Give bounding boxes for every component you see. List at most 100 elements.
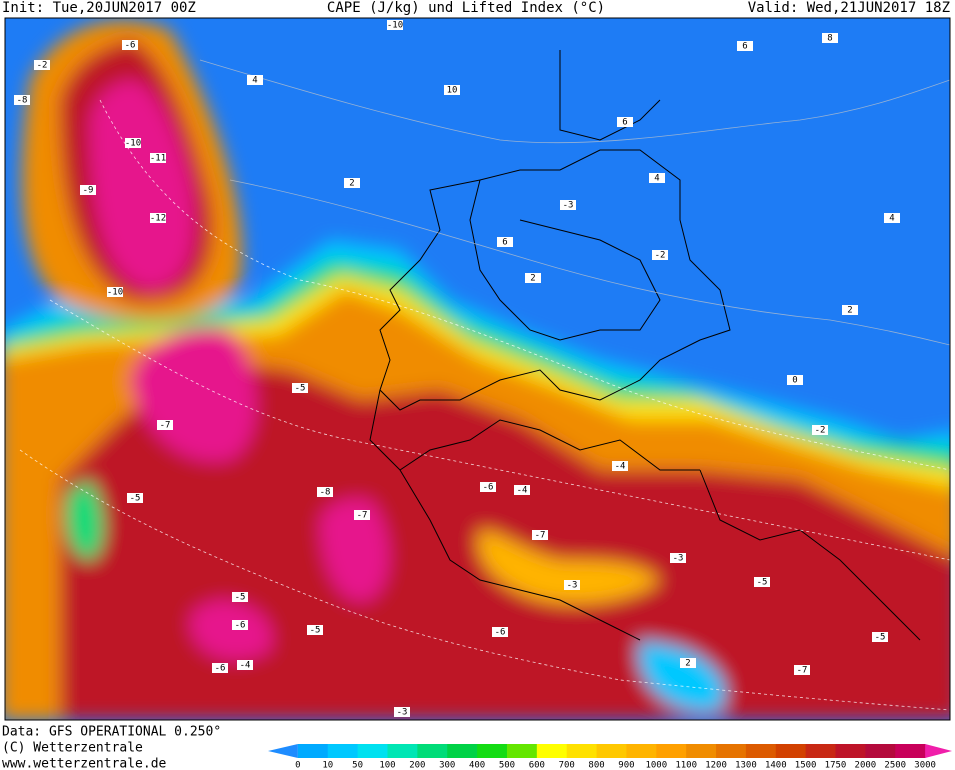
contour-label-text: -7 (160, 421, 171, 431)
contour-label-bg (212, 663, 228, 673)
contour-label-text: 4 (654, 174, 659, 184)
contour-label: -3 (560, 200, 576, 211)
contour-label: -6 (212, 663, 228, 674)
colorbar-swatch (626, 744, 657, 758)
contour-label-text: -7 (357, 511, 368, 521)
contour-label: 2 (525, 273, 541, 284)
contour-label-text: 2 (530, 274, 535, 284)
contour-label-text: 2 (685, 659, 690, 669)
colorbar-label: 1000 (645, 761, 667, 770)
contour-label: -7 (354, 510, 370, 521)
contour-label-bg (670, 553, 686, 563)
website: www.wetterzentrale.de (2, 757, 167, 770)
contour-label-text: -6 (215, 664, 226, 674)
contour-label: 0 (787, 375, 803, 386)
contour-label-bg (652, 250, 668, 260)
colorbar-swatch (327, 744, 359, 758)
contour-label-bg (107, 287, 123, 297)
contour-label-text: -8 (17, 96, 28, 106)
contour-label-text: 10 (447, 86, 458, 96)
colorbar: 0 10 50 100 200 300 400 500 600 700 800 900 1000 1100… (268, 744, 952, 770)
borders (369, 50, 921, 641)
contour-label: -3 (670, 553, 686, 564)
copyright: (C) Wetterzentrale (2, 741, 143, 756)
contour-label: 4 (247, 75, 263, 86)
contour-label-bg (480, 482, 496, 492)
colorbar-swatch (387, 744, 418, 758)
contour-label-bg (317, 487, 333, 497)
colorbar-label: 1100 (675, 761, 697, 770)
colorbar-label: 50 (352, 761, 363, 770)
contour-label-bg (34, 60, 50, 70)
contour-label: -5 (232, 592, 248, 603)
contour-label-bg (842, 305, 858, 315)
contour-label-bg (612, 461, 628, 471)
cape-field (5, 20, 950, 720)
contour-label-text: 4 (889, 214, 894, 224)
contour-label-bg (514, 485, 530, 495)
contour-label-bg (354, 510, 370, 520)
colorbar-label: 300 (439, 761, 455, 770)
contour-label-bg (247, 75, 263, 85)
contour-label-text: -5 (310, 626, 321, 636)
colorbar-swatch (536, 744, 568, 758)
contour-label-text: -9 (83, 186, 94, 196)
colorbar-swatch (566, 744, 598, 758)
contour-label: -4 (612, 461, 628, 472)
contour-label: -4 (237, 660, 253, 671)
colorbar-swatch (835, 744, 866, 758)
contour-label-bg (122, 40, 138, 50)
contours-positive (199, 59, 950, 346)
contour-label: 4 (649, 173, 665, 184)
contour-label-text: 6 (622, 118, 627, 128)
contour-label-bg (292, 383, 308, 393)
contour-labels: -10 -6 4 2 10 6 -2 -8 -10 -11 -12 -9 -10 -5 -7 -8 -5 -6 -4… (14, 20, 900, 718)
contour-label-bg (344, 178, 360, 188)
contour-label-bg (125, 138, 141, 148)
colorbar-swatch (686, 744, 717, 758)
contour-label-text: -3 (567, 581, 578, 591)
contour-label-bg (387, 20, 403, 30)
contour-label-text: -10 (107, 288, 123, 298)
contour-label-bg (532, 530, 548, 540)
contour-label: -5 (872, 632, 888, 643)
init-time: Init: Tue,20JUN2017 00Z (2, 0, 196, 16)
contour-label: -7 (532, 530, 548, 541)
contour-label-text: 4 (252, 76, 257, 86)
contour-label: -11 (150, 153, 166, 164)
colorbar-label: 900 (618, 761, 634, 770)
contour-label-text: -10 (125, 139, 141, 149)
contour-label-text: -5 (875, 633, 886, 643)
contour-label-text: -2 (37, 61, 48, 71)
colorbar-label: 1400 (765, 761, 787, 770)
colorbar-swatch (656, 744, 687, 758)
contour-label-bg (307, 625, 323, 635)
contour-label-text: -7 (535, 531, 546, 541)
colorbar-arrow (268, 744, 298, 758)
contour-label: -5 (292, 383, 308, 394)
contour-label-bg (492, 627, 508, 637)
contour-label-text: -6 (495, 628, 506, 638)
contour-label-bg (150, 153, 166, 163)
contour-label-text: 2 (847, 306, 852, 316)
colorbar-swatch (596, 744, 627, 758)
valid-time: Valid: Wed,21JUN2017 18Z (748, 0, 950, 16)
contour-label-bg (525, 273, 541, 283)
contour-label-bg (80, 185, 96, 195)
contour-label: -2 (34, 60, 50, 71)
contour-label-bg (394, 707, 410, 717)
contour-label: -7 (157, 420, 173, 431)
contour-label-bg (617, 117, 633, 127)
contour-label: -3 (564, 580, 580, 591)
contour-label: 2 (680, 658, 696, 669)
contour-label: -10 (125, 138, 141, 149)
contour-label-text: 6 (742, 42, 747, 52)
data-source: Data: GFS OPERATIONAL 0.250° (2, 725, 221, 740)
contour-label: 6 (497, 237, 513, 248)
contour-label-bg (649, 173, 665, 183)
contour-label-bg (794, 665, 810, 675)
colorbar-swatch (745, 744, 777, 758)
contour-label-bg (680, 658, 696, 668)
contour-label-text: -11 (150, 154, 166, 164)
